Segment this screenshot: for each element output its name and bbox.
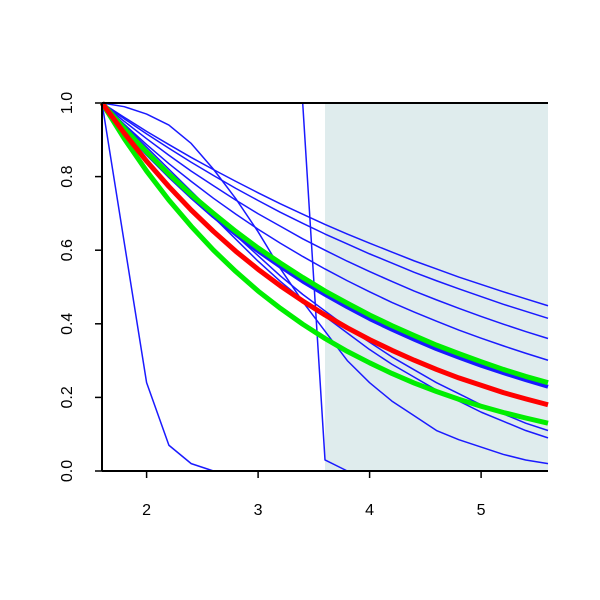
- data-line: [99, 101, 549, 426]
- y-tick-label: 0.4: [59, 313, 76, 335]
- data-line: [101, 102, 549, 432]
- y-tick-label: 0.2: [59, 386, 76, 408]
- data-line: [101, 102, 549, 307]
- data-line: [101, 102, 549, 465]
- data-line: [101, 102, 549, 361]
- x-tick-label: 4: [365, 502, 374, 519]
- data-line: [100, 101, 549, 386]
- data-line: [101, 102, 549, 319]
- shaded-region: [325, 103, 548, 471]
- y-tick-label: 1.0: [59, 92, 76, 114]
- x-tick-label: 2: [142, 502, 151, 519]
- y-tick-label: 0.0: [59, 460, 76, 482]
- y-tick-label: 0.8: [59, 165, 76, 187]
- y-tick-label: 0.6: [59, 239, 76, 261]
- x-tick-label: 3: [254, 502, 263, 519]
- data-line: [99, 101, 549, 408]
- data-line: [101, 102, 549, 340]
- x-tick-label: 5: [477, 502, 486, 519]
